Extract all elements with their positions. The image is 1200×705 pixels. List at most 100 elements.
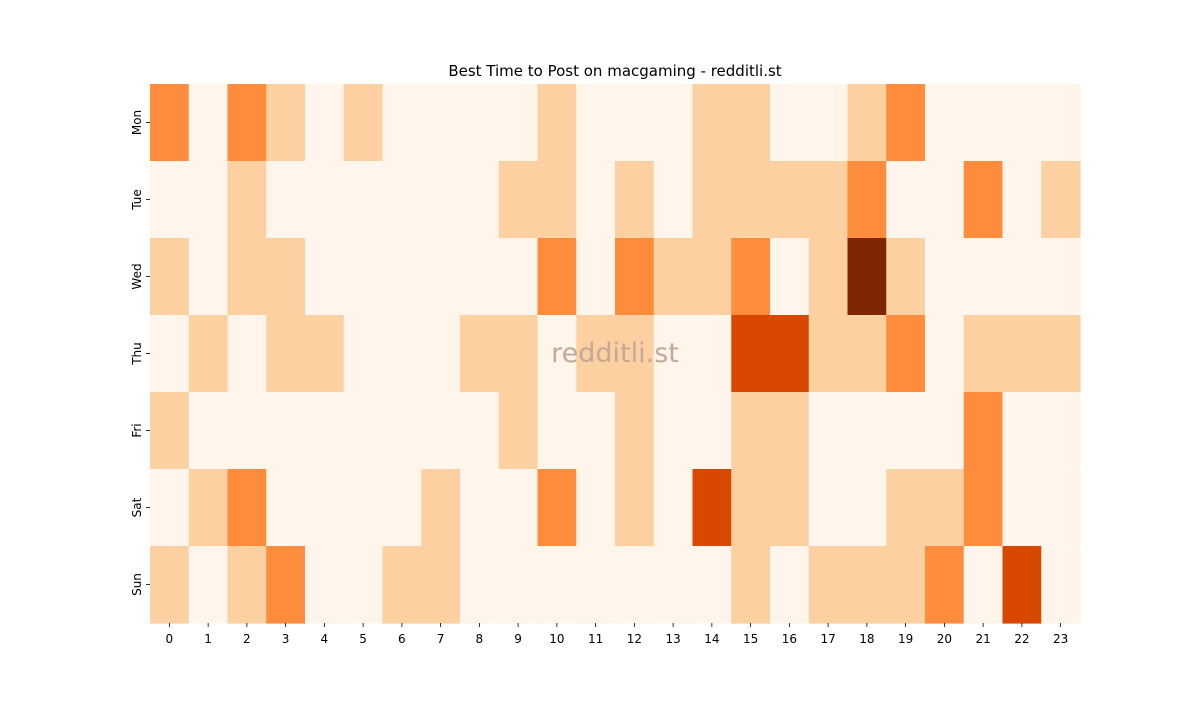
heatmap-cell-sun-11 xyxy=(576,546,616,624)
heatmap-cell-sun-23 xyxy=(1041,546,1081,624)
heatmap-cell-sat-12 xyxy=(615,469,655,547)
heatmap-cell-mon-0 xyxy=(150,84,190,162)
heatmap-cell-fri-15 xyxy=(731,392,771,470)
y-tick-label: Mon xyxy=(130,110,144,135)
heatmap-cell-fri-21 xyxy=(963,392,1004,470)
heatmap-cell-fri-18 xyxy=(847,392,887,470)
x-tick-label: 1 xyxy=(204,632,212,646)
heatmap-cell-thu-8 xyxy=(460,315,500,393)
heatmap-cell-wed-13 xyxy=(653,238,694,316)
heatmap-cell-wed-16 xyxy=(770,238,810,316)
heatmap-cell-sun-2 xyxy=(227,546,267,624)
heatmap-cell-thu-1 xyxy=(188,315,229,393)
heatmap-cell-sat-22 xyxy=(1002,469,1042,547)
heatmap-cell-fri-22 xyxy=(1002,392,1042,470)
heatmap-cell-sun-1 xyxy=(188,546,229,624)
heatmap-cell-sun-3 xyxy=(266,546,306,624)
heatmap-cell-thu-17 xyxy=(808,315,849,393)
heatmap-cell-mon-13 xyxy=(653,84,694,162)
heatmap-cell-fri-16 xyxy=(770,392,810,470)
x-tick-label: 3 xyxy=(282,632,290,646)
heatmap-cell-thu-19 xyxy=(886,315,926,393)
heatmap-cell-fri-2 xyxy=(227,392,267,470)
heatmap-cell-tue-3 xyxy=(266,161,306,239)
heatmap-cell-fri-5 xyxy=(343,392,384,470)
heatmap-cell-sat-2 xyxy=(227,469,267,547)
heatmap-cell-tue-4 xyxy=(305,161,345,239)
x-axis: 0 1 2 3 4 5 6 7 8 9 10 11 12 13 14 15 16 17 18 19 20 21 22 23 xyxy=(166,623,1068,646)
heatmap-cell-sun-18 xyxy=(847,546,887,624)
heatmap-cell-mon-7 xyxy=(421,84,461,162)
heatmap-cell-thu-11 xyxy=(576,315,616,393)
heatmap-cell-thu-23 xyxy=(1041,315,1081,393)
x-tick-label: 15 xyxy=(743,632,758,646)
heatmap-cell-sat-16 xyxy=(770,469,810,547)
heatmap-cell-tue-1 xyxy=(188,161,229,239)
heatmap-cell-sun-15 xyxy=(731,546,771,624)
x-tick-label: 20 xyxy=(937,632,952,646)
heatmap-cell-tue-20 xyxy=(925,161,965,239)
x-tick-label: 2 xyxy=(243,632,251,646)
heatmap-cell-sat-9 xyxy=(498,469,539,547)
heatmap-cell-tue-17 xyxy=(808,161,849,239)
x-tick-label: 9 xyxy=(514,632,522,646)
heatmap-cell-mon-6 xyxy=(382,84,422,162)
heatmap-cell-tue-16 xyxy=(770,161,810,239)
heatmap-cell-sat-8 xyxy=(460,469,500,547)
heatmap-cell-sun-7 xyxy=(421,546,461,624)
heatmap-cell-fri-7 xyxy=(421,392,461,470)
heatmap-cell-thu-3 xyxy=(266,315,306,393)
x-tick-label: 10 xyxy=(549,632,564,646)
heatmap-cell-mon-5 xyxy=(343,84,384,162)
heatmap-cell-mon-18 xyxy=(847,84,887,162)
x-tick-label: 0 xyxy=(166,632,174,646)
x-tick-label: 21 xyxy=(975,632,990,646)
heatmap-cell-sat-4 xyxy=(305,469,345,547)
heatmap-cell-fri-9 xyxy=(498,392,539,470)
heatmap-cell-sun-20 xyxy=(925,546,965,624)
heatmap-cell-fri-17 xyxy=(808,392,849,470)
heatmap-cell-wed-14 xyxy=(692,238,732,316)
heatmap-cell-tue-8 xyxy=(460,161,500,239)
heatmap-cell-tue-12 xyxy=(615,161,655,239)
x-tick-label: 18 xyxy=(859,632,874,646)
x-tick-label: 7 xyxy=(437,632,445,646)
y-tick-label: Thu xyxy=(130,342,144,366)
x-tick-label: 16 xyxy=(782,632,797,646)
heatmap-cell-thu-6 xyxy=(382,315,422,393)
heatmap-cell-sun-17 xyxy=(808,546,849,624)
heatmap-cell-fri-11 xyxy=(576,392,616,470)
heatmap-cell-thu-5 xyxy=(343,315,384,393)
heatmap-cell-tue-2 xyxy=(227,161,267,239)
heatmap-cell-wed-7 xyxy=(421,238,461,316)
heatmap-cell-thu-16 xyxy=(770,315,810,393)
x-tick-label: 6 xyxy=(398,632,406,646)
heatmap-cell-fri-6 xyxy=(382,392,422,470)
heatmap-cell-fri-19 xyxy=(886,392,926,470)
heatmap-cell-wed-21 xyxy=(963,238,1004,316)
x-tick-label: 12 xyxy=(627,632,642,646)
heatmap-cell-sun-9 xyxy=(498,546,539,624)
heatmap-cell-thu-15 xyxy=(731,315,771,393)
heatmap-cell-sat-13 xyxy=(653,469,694,547)
heatmap-cell-wed-5 xyxy=(343,238,384,316)
heatmap-cell-sun-16 xyxy=(770,546,810,624)
heatmap-cell-sun-10 xyxy=(537,546,577,624)
watermark: redditli.st xyxy=(551,338,679,369)
heatmap-cell-fri-10 xyxy=(537,392,577,470)
heatmap-cell-sat-1 xyxy=(188,469,229,547)
x-tick-label: 19 xyxy=(898,632,913,646)
heatmap-cell-mon-3 xyxy=(266,84,306,162)
heatmap-cell-mon-23 xyxy=(1041,84,1081,162)
heatmap-cell-mon-4 xyxy=(305,84,345,162)
heatmap-cell-mon-16 xyxy=(770,84,810,162)
x-tick-label: 5 xyxy=(359,632,367,646)
x-tick-label: 23 xyxy=(1053,632,1068,646)
heatmap-cell-wed-12 xyxy=(615,238,655,316)
heatmap-cell-mon-9 xyxy=(498,84,539,162)
y-tick-label: Sun xyxy=(130,573,144,596)
heatmap-cell-thu-0 xyxy=(150,315,190,393)
heatmap-cell-sun-5 xyxy=(343,546,384,624)
